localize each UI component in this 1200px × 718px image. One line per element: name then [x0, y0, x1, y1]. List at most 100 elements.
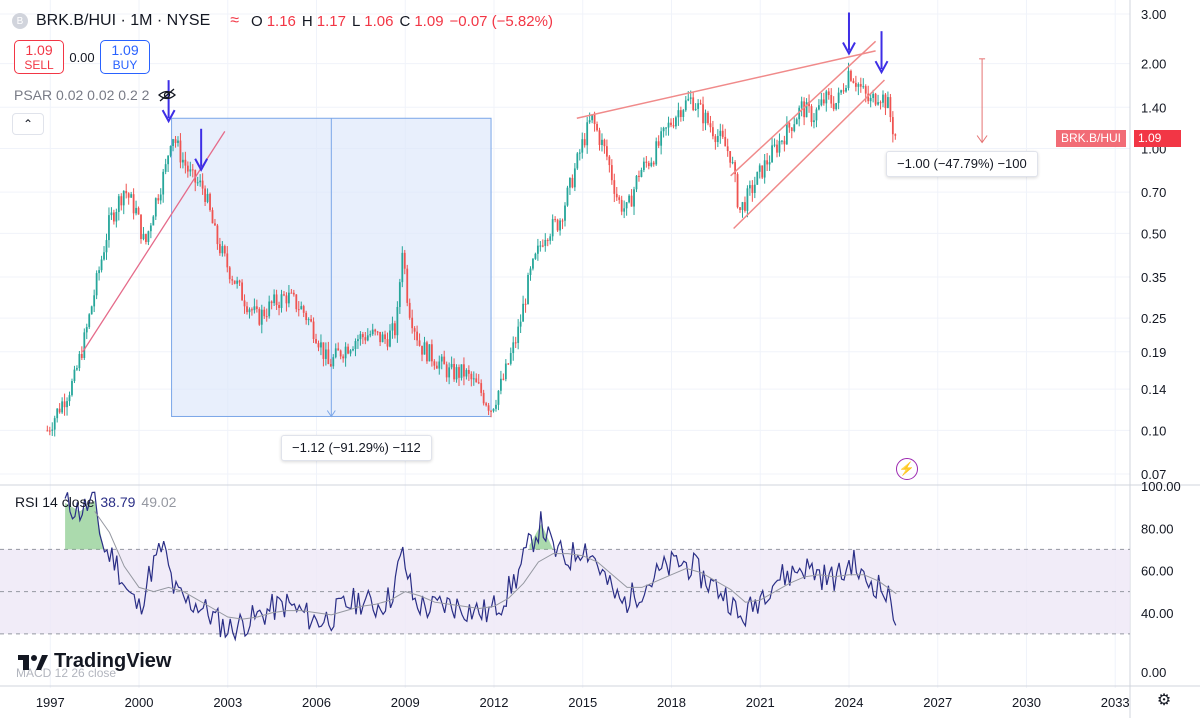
candle-body — [430, 344, 433, 362]
candle-body — [534, 253, 537, 259]
candle-body — [137, 207, 140, 215]
candle-body — [586, 122, 589, 146]
candle-body — [655, 141, 658, 165]
candle-body — [645, 161, 648, 163]
candle-body — [702, 104, 704, 124]
candle-body — [142, 234, 145, 240]
candle-body — [443, 356, 446, 365]
measure-arrowhead-1 — [326, 410, 336, 418]
candle-body — [707, 112, 709, 124]
candle-body — [576, 153, 579, 169]
candle-body — [428, 344, 431, 362]
candle-body — [164, 164, 167, 172]
candle-body — [500, 378, 502, 391]
candle-body — [236, 280, 239, 284]
candle-body — [793, 124, 796, 131]
macd-legend[interactable]: MACD 12 26 close — [16, 666, 117, 680]
candle-body — [172, 139, 174, 146]
candle-body — [292, 292, 295, 295]
measure-label-1: −1.12 (−91.29%) −112 — [281, 435, 432, 461]
candle-body — [398, 282, 401, 307]
candle-body — [879, 102, 882, 104]
candle-body — [191, 169, 194, 171]
candle-body — [768, 162, 771, 165]
candle-body — [122, 190, 125, 206]
candle-body — [776, 144, 778, 153]
candle-body — [620, 199, 623, 212]
candle-body — [551, 219, 554, 237]
candle-body — [623, 208, 626, 212]
candle-body — [48, 430, 51, 432]
candle-body — [46, 430, 49, 432]
candle-body — [517, 326, 520, 343]
collapse-legend-button[interactable]: ⌃ — [12, 113, 44, 135]
candle-body — [132, 194, 135, 214]
wedge-lower-line — [733, 79, 886, 230]
candle-body — [455, 367, 458, 380]
psar-legend[interactable]: PSAR 0.02 0.02 0.2 2 — [14, 87, 177, 103]
time-tick-label: 2012 — [480, 695, 509, 710]
candle-body — [329, 364, 332, 367]
bolt-icon[interactable]: ⚡ — [896, 458, 918, 480]
candle-body — [564, 205, 566, 221]
time-tick-label: 2027 — [923, 695, 952, 710]
time-tick-label: 2030 — [1012, 695, 1041, 710]
sell-button[interactable]: 1.09 SELL — [14, 40, 64, 74]
candle-body — [549, 236, 552, 241]
candle-body — [125, 190, 128, 194]
candle-body — [349, 350, 352, 354]
candle-body — [712, 127, 714, 137]
candle-body — [652, 162, 655, 165]
candle-body — [835, 103, 838, 110]
candle-body — [85, 327, 88, 333]
open-label: O — [251, 12, 263, 30]
candle-body — [149, 225, 152, 232]
compare-icon[interactable]: ≈ — [230, 12, 240, 29]
candle-body — [726, 146, 729, 152]
candle-body — [145, 234, 147, 242]
rsi-legend[interactable]: RSI 14 close 38.79 49.02 — [15, 494, 176, 510]
candle-body — [371, 329, 374, 335]
candle-body — [795, 119, 798, 125]
candle-body — [815, 109, 818, 121]
candle-body — [445, 364, 448, 378]
candles — [46, 62, 897, 437]
candle-body — [519, 321, 522, 327]
candle-body — [640, 170, 643, 177]
candle-body — [78, 353, 81, 369]
candle-body — [211, 210, 214, 224]
candle-body — [438, 361, 441, 369]
last-price-value: 1.09 — [1134, 130, 1181, 147]
candle-body — [223, 246, 226, 254]
price-tick-label: 0.10 — [1141, 423, 1166, 438]
candle-body — [243, 300, 246, 307]
candle-body — [665, 127, 667, 129]
sell-price: 1.09 — [25, 42, 53, 58]
candle-body — [359, 334, 362, 340]
candle-body — [744, 202, 746, 211]
candle-body — [463, 364, 465, 377]
candle-body — [389, 330, 391, 347]
candle-body — [110, 212, 113, 216]
candle-body — [731, 162, 734, 164]
candle-body — [753, 184, 756, 194]
candle-body — [312, 321, 315, 340]
symbol-title[interactable]: BRK.B/HUI · 1M · NYSE — [36, 12, 211, 29]
candle-body — [684, 100, 687, 111]
hide-eye-icon[interactable] — [157, 87, 177, 103]
candle-body — [361, 334, 364, 338]
price-tick-label: 0.50 — [1141, 226, 1166, 241]
price-tick-label: 0.19 — [1141, 345, 1166, 360]
settings-icon[interactable]: ⚙ — [1156, 692, 1172, 709]
candle-body — [381, 334, 384, 343]
candle-body — [778, 140, 781, 153]
tradingview-logo[interactable]: TradingView — [18, 650, 171, 673]
candle-body — [785, 122, 788, 145]
rsi-pane — [0, 491, 1130, 642]
candle-body — [808, 101, 810, 107]
buy-button[interactable]: 1.09 BUY — [100, 40, 150, 74]
candle-body — [882, 94, 884, 103]
candle-body — [458, 367, 460, 378]
